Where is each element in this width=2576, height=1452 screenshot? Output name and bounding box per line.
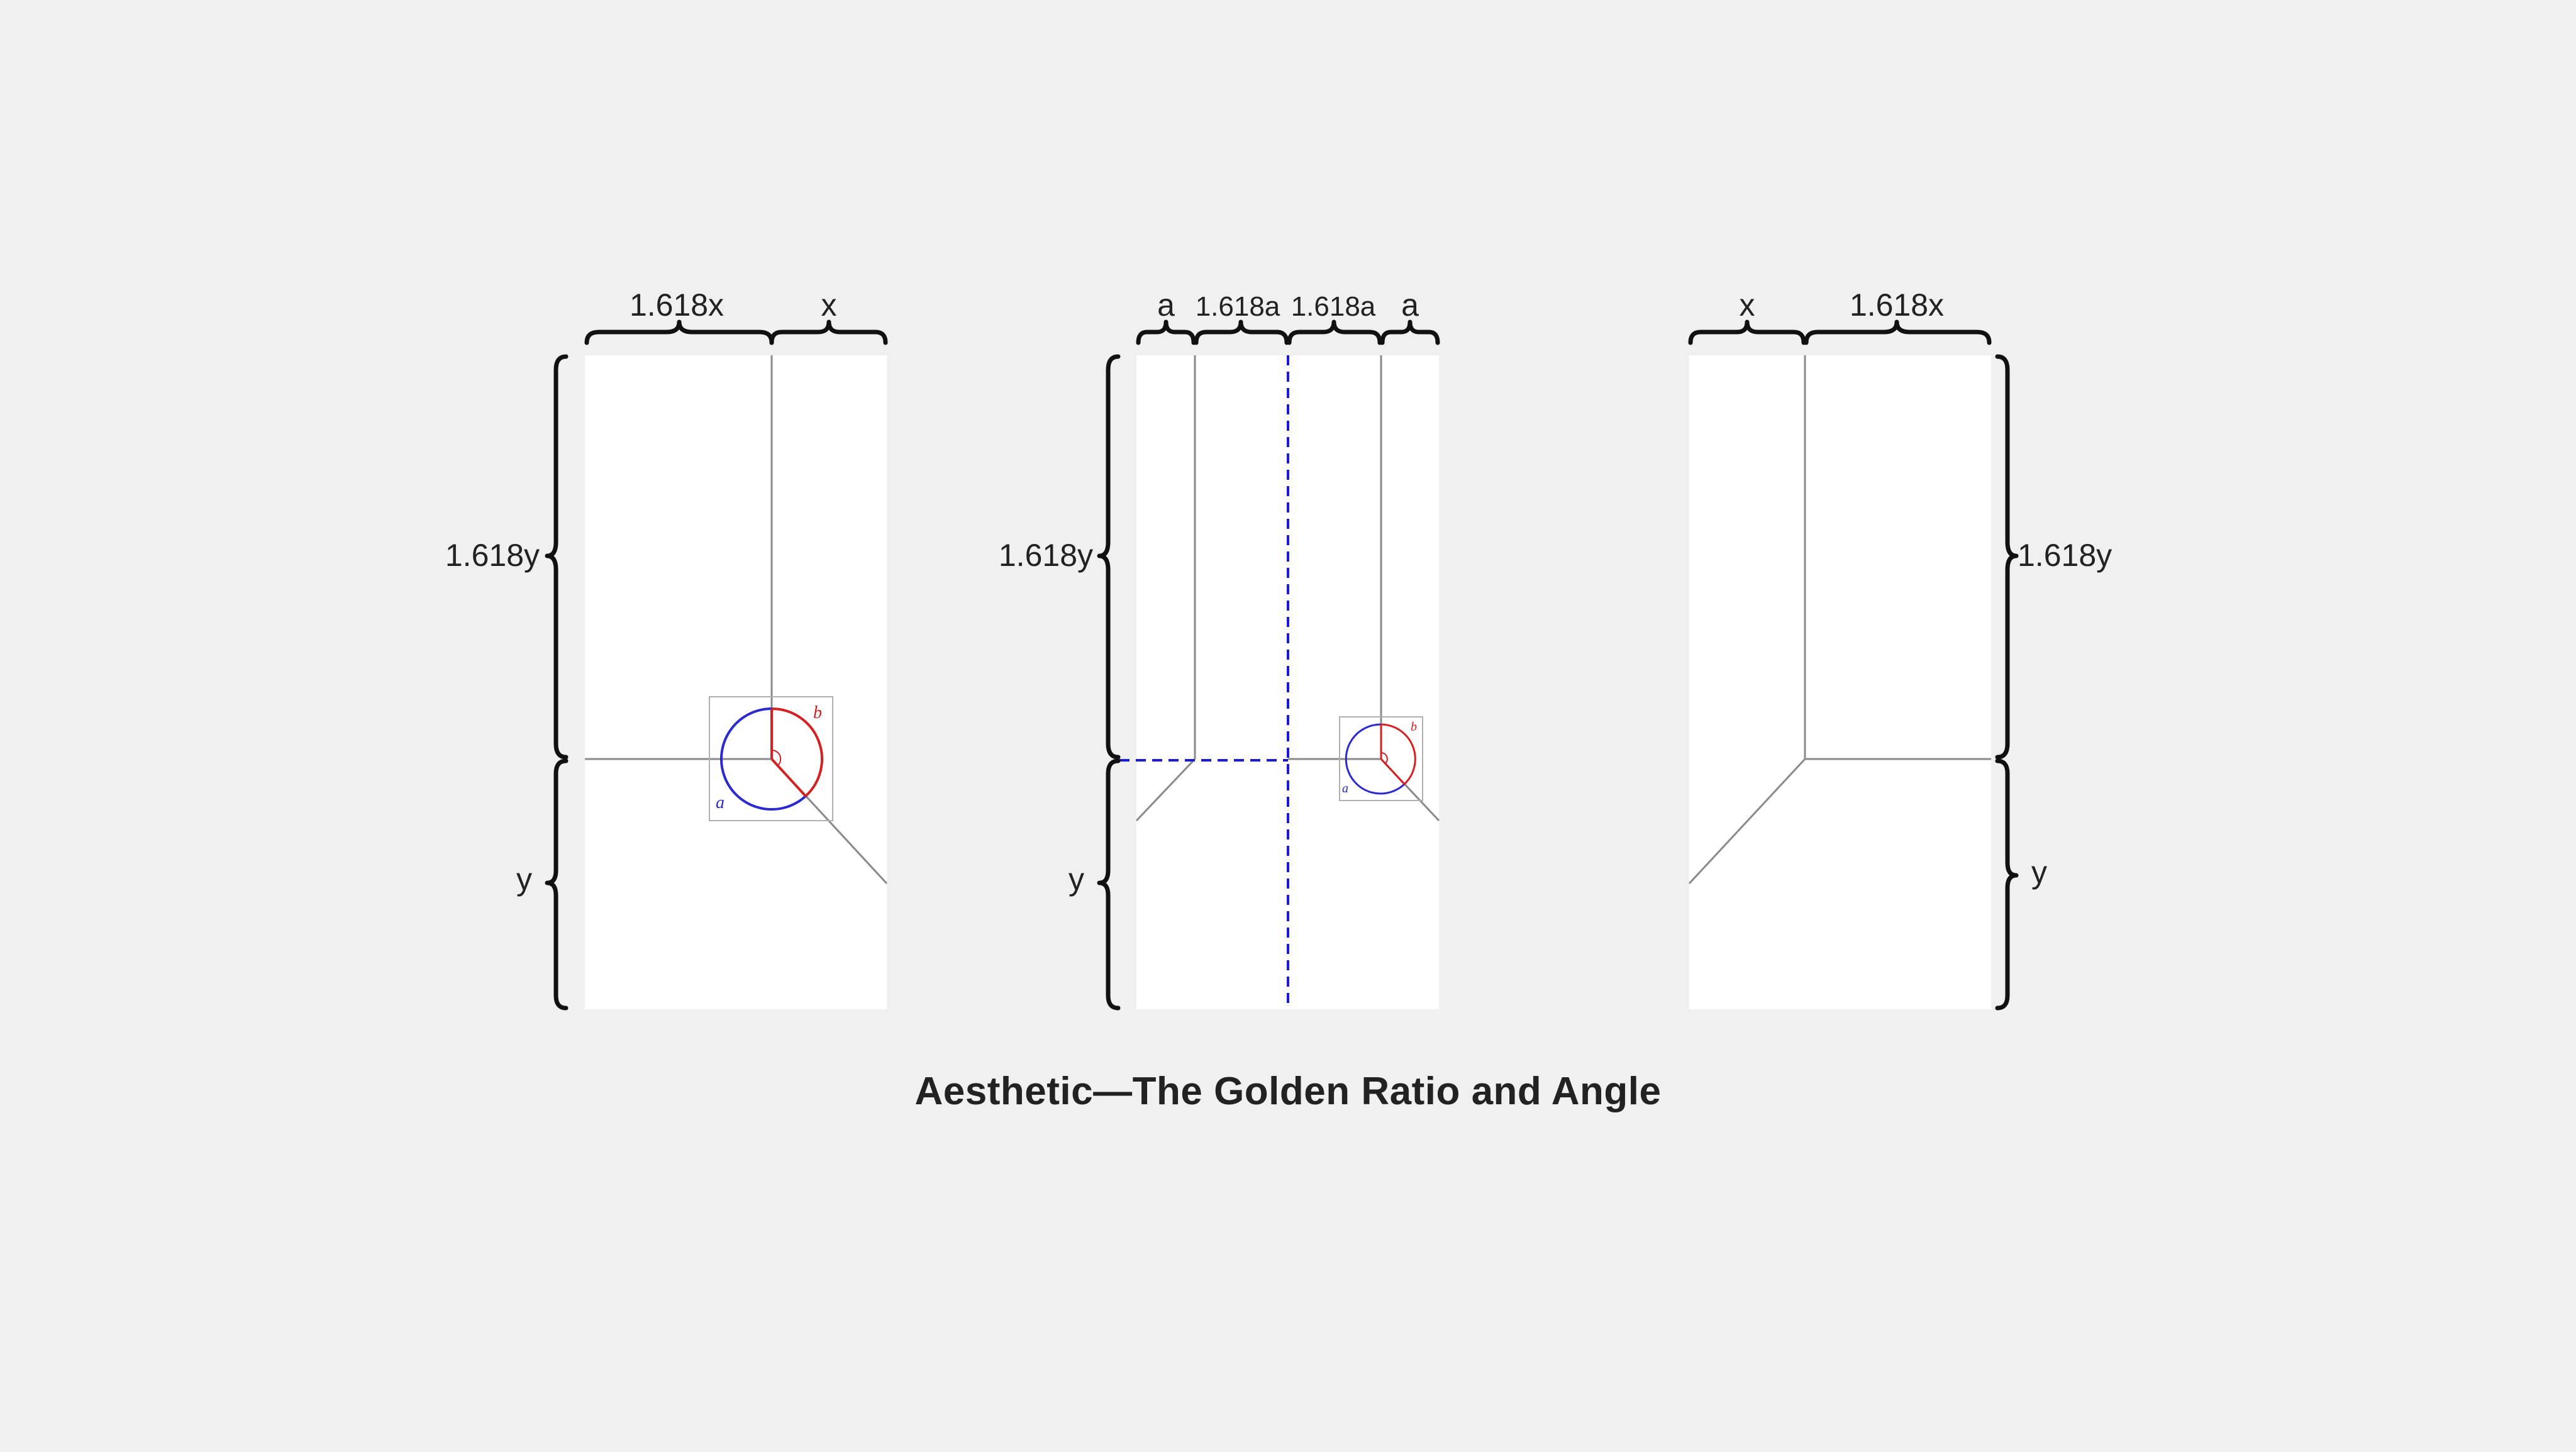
left-top-brace-1 — [584, 319, 774, 345]
middle-side-label-2: y — [1069, 862, 1084, 897]
middle-top-brace-2 — [1194, 319, 1289, 345]
right-side-label-2: y — [2031, 855, 2047, 890]
left-side-label-1: 1.618y — [445, 538, 540, 573]
middle-angle-b-arc — [1380, 723, 1416, 785]
right-side-brace-1 — [1995, 354, 2019, 760]
middle-angle-b-label: b — [1411, 720, 1417, 734]
left-angle-ray-diag — [770, 758, 807, 797]
middle-angle-vertex-mark — [1380, 752, 1388, 764]
right-top-label-2: 1.618x — [1850, 287, 1944, 323]
middle-top-label-2: 1.618a — [1196, 291, 1280, 322]
right-side-label-1: 1.618y — [2018, 538, 2112, 573]
middle-side-brace-1 — [1097, 354, 1121, 760]
right-fold-diagonal — [1688, 758, 1806, 885]
middle-angle-a-label: a — [1342, 782, 1348, 795]
middle-fold-diagonal-left — [1135, 758, 1196, 822]
right-top-label-1: x — [1740, 287, 1755, 323]
diagram-title: Aesthetic—The Golden Ratio and Angle — [914, 1070, 1662, 1113]
middle-angle-a-arc — [1345, 723, 1406, 795]
left-angle-a-arc — [719, 707, 807, 811]
right-panel-sheet — [1689, 355, 1991, 1009]
left-angle-b-arc — [771, 707, 823, 797]
left-angle-a-label: a — [716, 793, 724, 812]
left-top-brace-2 — [769, 319, 888, 345]
middle-angle-inset: a b — [1339, 716, 1423, 801]
left-top-label-2: x — [821, 287, 837, 323]
middle-top-brace-3 — [1287, 319, 1382, 345]
right-side-brace-2 — [1995, 758, 2019, 1011]
left-top-label-1: 1.618x — [630, 287, 724, 323]
middle-angle-ray-diag — [1380, 758, 1406, 785]
middle-top-label-1: a — [1157, 287, 1175, 323]
middle-top-brace-4 — [1380, 319, 1440, 345]
left-angle-b-label: b — [813, 703, 822, 723]
left-side-label-2: y — [516, 862, 532, 897]
left-angle-inset: a b — [709, 696, 833, 821]
left-panel-sheet — [585, 355, 887, 1009]
left-angle-frame — [709, 696, 833, 821]
right-panel: x 1.618x 1.618y y — [1688, 287, 2112, 1011]
right-top-brace-2 — [1804, 319, 1992, 345]
middle-top-label-3: 1.618a — [1291, 291, 1376, 322]
right-top-brace-1 — [1688, 319, 1806, 345]
middle-panel: a b a 1.618a 1.618a a 1.618y y — [999, 287, 1440, 1011]
middle-top-label-4: a — [1401, 287, 1419, 323]
left-side-brace-1 — [545, 354, 569, 760]
middle-side-label-1: 1.618y — [999, 538, 1093, 573]
middle-top-brace-1 — [1136, 319, 1196, 345]
left-panel: a b 1.618x x 1.618y y — [445, 287, 888, 1011]
left-angle-vertex-mark — [771, 749, 782, 766]
middle-side-brace-2 — [1097, 758, 1121, 1011]
left-side-brace-2 — [545, 758, 569, 1011]
middle-angle-frame — [1339, 716, 1423, 801]
